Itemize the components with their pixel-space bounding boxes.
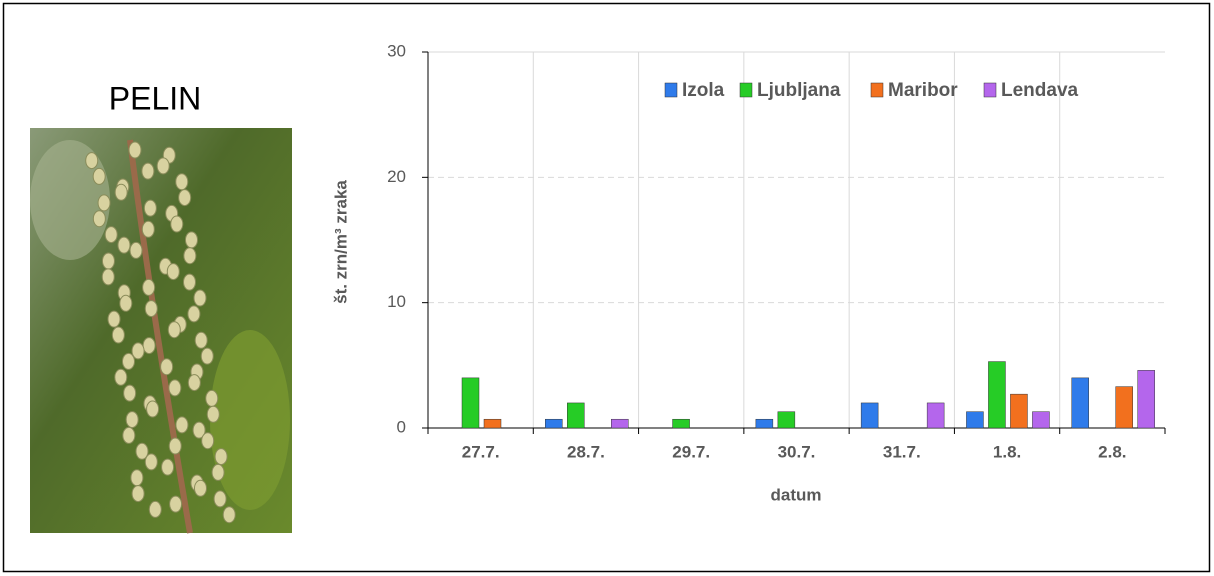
x-tick-label: 30.7. — [778, 442, 816, 461]
bar — [545, 418, 563, 429]
bar — [1071, 377, 1089, 429]
y-tick-label: 10 — [387, 292, 406, 311]
bar — [755, 418, 774, 429]
x-axis-label: datum — [771, 485, 822, 504]
bar — [1115, 386, 1133, 429]
legend-swatch — [870, 82, 884, 98]
bar — [483, 418, 502, 429]
bar — [860, 402, 879, 429]
legend-label: Izola — [682, 80, 725, 101]
legend-swatch — [983, 82, 997, 98]
x-tick-label: 28.7. — [567, 442, 605, 461]
bar — [611, 418, 629, 429]
x-tick-label: 1.8. — [993, 442, 1021, 461]
bar — [567, 402, 585, 429]
bar — [1137, 370, 1155, 429]
chart-title: PELIN — [109, 80, 201, 116]
bar — [1032, 411, 1050, 429]
x-tick-label: 2.8. — [1098, 442, 1126, 461]
x-tick-label: 31.7. — [883, 442, 921, 461]
legend-swatch — [739, 82, 753, 98]
legend-label: Maribor — [888, 80, 958, 101]
bar — [988, 361, 1006, 429]
x-tick-label: 29.7. — [672, 442, 710, 461]
bar — [926, 402, 945, 429]
y-tick-label: 30 — [387, 41, 406, 60]
photo — [30, 128, 292, 534]
y-axis-label: št. zrn/m³ zraka — [331, 180, 350, 304]
x-tick-label: 27.7. — [462, 442, 500, 461]
bar — [672, 418, 690, 429]
bar — [461, 377, 480, 429]
bar — [966, 411, 984, 429]
y-tick-label: 20 — [387, 167, 406, 186]
legend-label: Ljubljana — [757, 80, 841, 101]
legend-label: Lendava — [1001, 80, 1079, 101]
bar — [1010, 393, 1028, 429]
bar — [777, 411, 796, 429]
y-tick-label: 0 — [397, 417, 406, 436]
legend-swatch — [664, 82, 678, 98]
